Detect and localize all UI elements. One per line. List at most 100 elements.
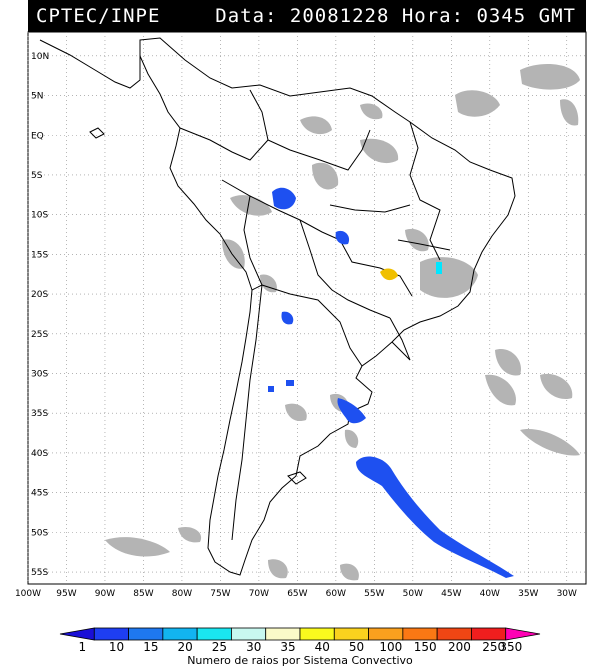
colorbar-label: 40 [315,640,330,654]
lat-tick-label: 55S [31,568,48,578]
colorbar-swatch [93,627,129,641]
cloud-patch [344,429,359,448]
colorbar-swatch [299,627,335,641]
lon-tick-label: 60W [326,589,346,599]
cloud-patch [405,228,429,252]
convective-systems [268,187,514,578]
storm-cell-blue [337,398,366,424]
colorbar-swatch [59,627,95,641]
country-border [249,89,371,171]
lon-tick-label: 100W [15,589,41,599]
storm-cell-blue [335,230,350,245]
datetime-label: Data: 20081228 Hora: 0345 GMT [215,5,576,27]
colorbar-label: 100 [379,640,402,654]
colorbar-label: 1 [78,640,86,654]
storm-cell-blue [268,386,274,392]
colorbar-label: 200 [448,640,471,654]
country-border [299,219,391,319]
central-america [39,39,141,89]
storm-band-blue [356,456,514,578]
lon-tick-label: 90W [95,589,115,599]
lat-tick-label: 25S [31,330,48,340]
map-frame [27,31,587,585]
cloud-patch [485,374,516,406]
colorbar-label: 10 [109,640,124,654]
country-border [389,317,411,361]
lon-tick-label: 40W [480,589,500,599]
lat-tick-label: 45S [31,489,48,499]
cloud-patch [360,138,399,164]
lon-tick-label: 80W [172,589,192,599]
colorbar-title: Numero de raios por Sistema Convectivo [187,654,413,667]
colorbar-swatch [368,627,404,641]
colorbar-label: 35 [280,640,295,654]
colorbar-swatch [333,627,369,641]
colorbar-swatch [231,627,267,641]
cloud-patch [230,195,272,216]
island-falklands [287,471,307,485]
lon-tick-label: 30W [557,589,577,599]
island [89,127,105,139]
cloud-patch [495,349,521,376]
cloud-patch [300,116,332,135]
country-border [231,284,263,541]
lon-tick-label: 65W [287,589,307,599]
cloud-patch [285,403,307,422]
lon-tick-label: 75W [210,589,230,599]
south-america-coast [139,37,516,576]
map-header: CPTEC/INPE Data: 20081228 Hora: 0345 GMT [28,0,586,32]
lon-tick-label: 95W [56,589,76,599]
cloud-patch [340,563,359,581]
colorbar-label: 50 [349,640,364,654]
colorbar-label: 350 [499,640,522,654]
colorbar-swatch [265,627,301,641]
grid-lines [27,32,586,584]
lat-tick-label: 5S [31,171,43,181]
colorbar-label: 150 [414,640,437,654]
country-border [243,195,263,291]
lon-tick-label: 70W [249,589,269,599]
cloud-patch [420,257,478,298]
lat-tick-label: 40S [31,449,48,459]
lon-tick-label: 35W [518,589,538,599]
country-border [179,127,269,161]
cloud-patch [260,274,277,293]
storm-cell-blue [281,311,294,325]
lon-tick-label: 85W [133,589,153,599]
colorbar-swatch [471,627,507,641]
cloud-patch [268,559,288,579]
cloud-patch [105,537,170,557]
colorbar-swatch [128,627,164,641]
colorbar-swatch [505,627,541,641]
lat-tick-label: 10N [31,52,49,62]
country-border [329,204,411,213]
lat-tick-label: 10S [31,211,48,221]
colorbar-swatch [196,627,232,641]
lat-tick-label: 30S [31,370,48,380]
land-outlines [39,37,516,576]
lon-tick-label: 50W [403,589,423,599]
lon-tick-label: 55W [364,589,384,599]
lat-tick-label: EQ [31,131,44,141]
country-border [261,284,363,367]
colorbar-swatch [436,627,472,641]
latitude-labels: 10N 5N EQ 5S 10S 15S 20S 25S 30S 35S 40S 45S 50S 55S [31,52,49,578]
cloud-patch [540,373,573,400]
colorbar-label: 30 [246,640,261,654]
colorbar-swatch [162,627,198,641]
cloud-patch [360,103,383,120]
storm-cell-blue [286,380,294,386]
lat-tick-label: 50S [31,528,48,538]
cloud-patch [520,429,580,456]
cloud-patch [455,90,500,117]
lat-tick-label: 15S [31,250,48,260]
cloud-patch [312,162,339,190]
cloud-patch [520,64,580,90]
country-border [397,239,451,251]
lat-tick-label: 5N [31,92,43,102]
lat-tick-label: 20S [31,290,48,300]
lon-tick-label: 45W [441,589,461,599]
country-border [409,121,441,261]
